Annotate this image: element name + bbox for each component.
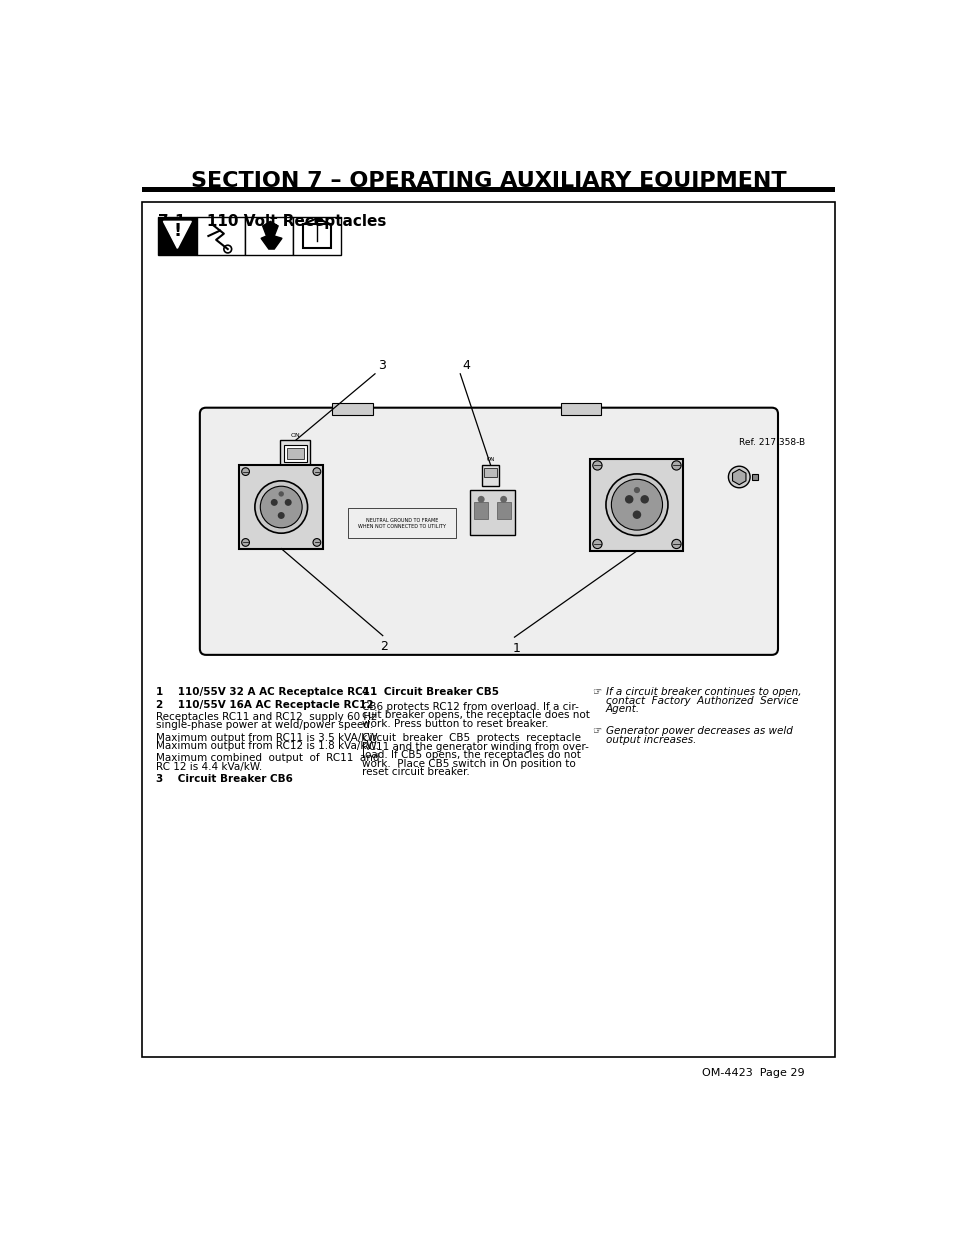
Bar — [286, 448, 303, 458]
Circle shape — [284, 499, 292, 506]
Text: Maximum output from RC12 is 1.8 kVa/kW.: Maximum output from RC12 is 1.8 kVa/kW. — [156, 741, 379, 751]
Bar — [470, 490, 515, 535]
Text: Circuit  breaker  CB5  protects  receptacle: Circuit breaker CB5 protects receptacle — [361, 734, 580, 743]
Bar — [158, 216, 196, 256]
Text: 3    Circuit Breaker CB6: 3 Circuit Breaker CB6 — [156, 774, 293, 784]
Text: 2: 2 — [379, 640, 387, 653]
Text: Receptacles RC11 and RC12  supply 60 Hz: Receptacles RC11 and RC12 supply 60 Hz — [156, 711, 376, 721]
Circle shape — [313, 538, 320, 546]
Text: work.  Place CB5 switch in On position to: work. Place CB5 switch in On position to — [361, 758, 575, 769]
FancyBboxPatch shape — [199, 408, 778, 655]
Circle shape — [477, 496, 484, 503]
Bar — [142, 203, 835, 1057]
Bar — [293, 216, 340, 256]
Circle shape — [277, 513, 284, 519]
Circle shape — [278, 492, 284, 496]
Bar — [481, 464, 498, 487]
Text: load. If CB5 opens, the receptacles do not: load. If CB5 opens, the receptacles do n… — [361, 751, 580, 761]
Text: ☞: ☞ — [592, 687, 600, 698]
Polygon shape — [261, 221, 282, 249]
Bar — [590, 458, 682, 551]
Circle shape — [671, 461, 680, 471]
Text: 2    110/55V 16A AC Receptacle RC12: 2 110/55V 16A AC Receptacle RC12 — [156, 699, 374, 710]
Circle shape — [728, 466, 749, 488]
Circle shape — [241, 468, 249, 475]
Text: ON: ON — [486, 457, 495, 462]
Bar — [332, 403, 373, 415]
Text: Maximum output from RC11 is 3.5 kVA/kW.: Maximum output from RC11 is 3.5 kVA/kW. — [156, 732, 380, 742]
Bar — [142, 188, 835, 193]
Bar — [560, 403, 600, 415]
Circle shape — [260, 487, 302, 527]
Polygon shape — [163, 221, 192, 248]
Bar — [245, 216, 293, 256]
Bar — [303, 225, 331, 247]
Circle shape — [592, 461, 601, 471]
Text: 1: 1 — [512, 642, 519, 655]
Circle shape — [632, 510, 640, 519]
Text: Maximum combined  output  of  RC11  and: Maximum combined output of RC11 and — [156, 753, 379, 763]
Circle shape — [499, 496, 507, 503]
Text: output increases.: output increases. — [605, 735, 696, 745]
Text: ☞: ☞ — [592, 726, 600, 736]
Text: NEUTRAL GROUND TO FRAME
WHEN NOT CONNECTED TO UTILITY: NEUTRAL GROUND TO FRAME WHEN NOT CONNECT… — [357, 517, 446, 529]
Bar — [280, 440, 310, 477]
Bar — [239, 466, 323, 548]
Text: work. Press button to reset breaker.: work. Press button to reset breaker. — [361, 719, 548, 729]
Text: Ref. 217 358-B: Ref. 217 358-B — [739, 438, 804, 447]
Circle shape — [633, 487, 639, 493]
Text: If a circuit breaker continues to open,: If a circuit breaker continues to open, — [605, 687, 801, 698]
Bar — [497, 503, 510, 520]
Text: SECTION 7 – OPERATING AUXILIARY EQUIPMENT: SECTION 7 – OPERATING AUXILIARY EQUIPMEN… — [191, 172, 786, 191]
Bar — [196, 216, 245, 256]
Text: !: ! — [173, 222, 181, 240]
Circle shape — [605, 474, 667, 536]
Text: 3: 3 — [377, 359, 386, 372]
Circle shape — [241, 538, 249, 546]
Bar — [484, 468, 497, 477]
Circle shape — [313, 468, 320, 475]
Bar — [474, 503, 488, 520]
Bar — [283, 445, 307, 462]
Text: RC 12 is 4.4 kVa/kW.: RC 12 is 4.4 kVa/kW. — [156, 762, 262, 772]
Circle shape — [611, 479, 661, 530]
Circle shape — [624, 495, 633, 504]
Circle shape — [639, 495, 648, 504]
Text: 4    Circuit Breaker CB5: 4 Circuit Breaker CB5 — [361, 687, 498, 698]
Text: 1    110/55V 32 A AC Receptalce RC11: 1 110/55V 32 A AC Receptalce RC11 — [156, 687, 377, 698]
Text: reset circuit breaker.: reset circuit breaker. — [361, 767, 469, 777]
Text: Agent.: Agent. — [605, 704, 639, 714]
Circle shape — [592, 540, 601, 548]
Text: RC11 and the generator winding from over-: RC11 and the generator winding from over… — [361, 742, 588, 752]
Text: 7-1.   110 Volt Receptacles: 7-1. 110 Volt Receptacles — [158, 214, 386, 228]
Circle shape — [254, 480, 307, 534]
Text: Generator power decreases as weld: Generator power decreases as weld — [605, 726, 792, 736]
Text: single-phase power at weld/power speed.: single-phase power at weld/power speed. — [156, 720, 374, 730]
Text: OM-4423  Page 29: OM-4423 Page 29 — [701, 1067, 804, 1078]
Text: cuit breaker opens, the receptacle does not: cuit breaker opens, the receptacle does … — [361, 710, 589, 720]
Bar — [751, 474, 757, 480]
Text: CB6 protects RC12 from overload. If a cir-: CB6 protects RC12 from overload. If a ci… — [361, 701, 578, 711]
Circle shape — [671, 540, 680, 548]
Circle shape — [271, 499, 277, 506]
Polygon shape — [732, 469, 745, 484]
Text: contact  Factory  Authorized  Service: contact Factory Authorized Service — [605, 695, 798, 705]
Text: ON: ON — [290, 432, 300, 437]
Text: 4: 4 — [462, 359, 470, 372]
